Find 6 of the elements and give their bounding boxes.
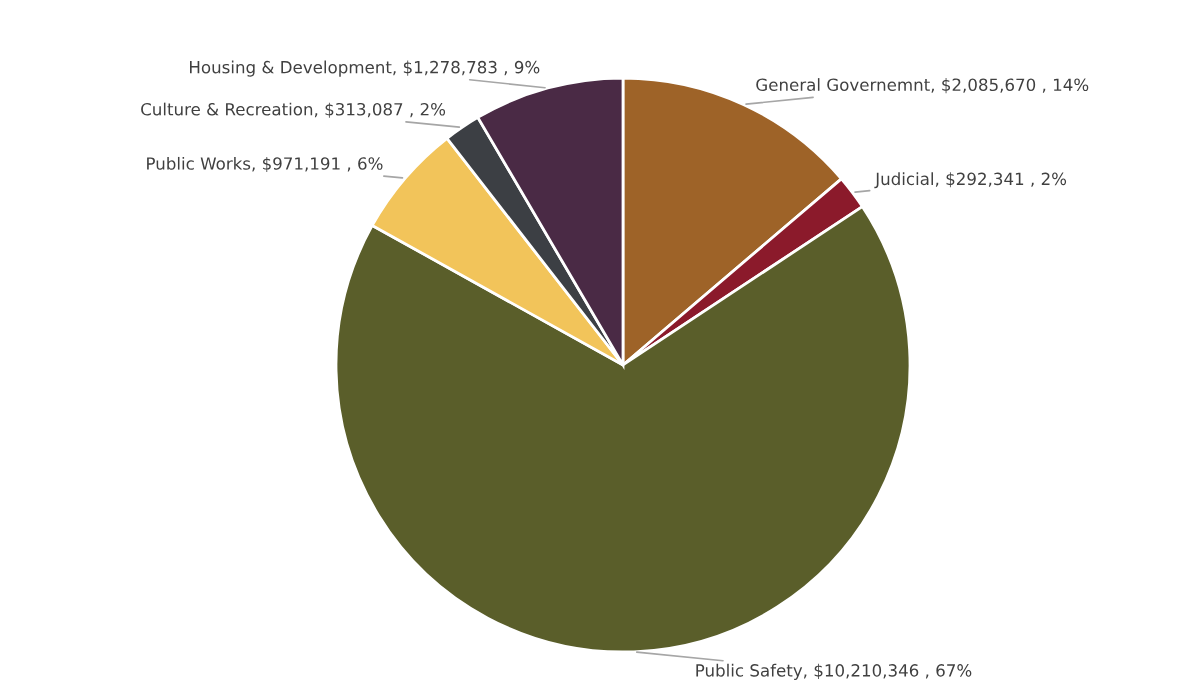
slice-label: Judicial, $292,341 , 2% [874,172,1067,189]
slice-label: Housing & Development, $1,278,783 , 9% [190,60,540,77]
slice-label: Culture & Recreation, $313,087 , 2% [141,102,446,118]
slice-label: Public Safety, $10,210,346 , 67% [696,663,972,680]
slice-label: General Governemnt, $2,085,670 , 14% [756,78,1089,94]
slice-label: Public Works, $971,191 , 6% [147,156,383,173]
